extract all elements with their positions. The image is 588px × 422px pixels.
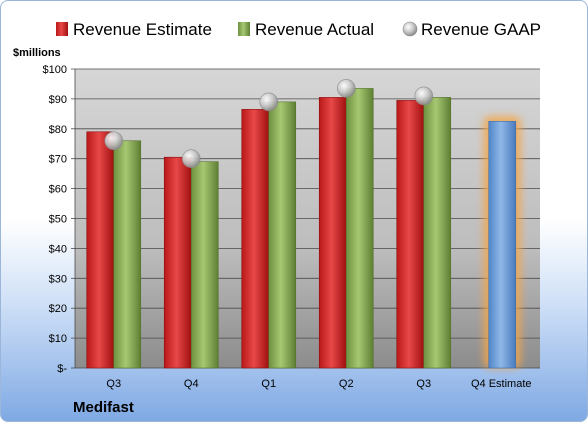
company-name: Medifast	[73, 399, 134, 416]
y-tick-label: $30	[49, 273, 67, 285]
bar-revenue-actual	[423, 97, 452, 369]
bar-revenue-estimate	[86, 131, 115, 369]
legend-swatch-revenue-gaap	[402, 21, 418, 37]
marker-revenue-gaap	[181, 149, 201, 168]
x-tick-label: Q3	[106, 378, 121, 390]
y-tick-label: $20	[49, 303, 67, 315]
bars	[86, 88, 521, 369]
x-tick-label: Q3	[416, 378, 431, 390]
legend: Revenue Estimate Revenue Actual Revenue GA…	[56, 20, 541, 39]
marker-revenue-gaap	[259, 92, 279, 112]
legend-label: Revenue GAAP	[421, 20, 541, 39]
bar-revenue-estimate	[396, 100, 425, 369]
y-axis-ticks: $- $10 $20 $30 $40 $50 $60 $70 $80 $90 $100	[43, 64, 68, 375]
bar-revenue-estimate	[241, 109, 270, 369]
marker-revenue-gaap	[336, 79, 356, 98]
marker-revenue-gaap	[414, 86, 434, 106]
legend-label: Revenue Estimate	[73, 20, 212, 39]
bar-revenue-actual	[345, 88, 374, 369]
bar-revenue-actual	[268, 101, 297, 369]
y-tick-label: $70	[49, 154, 67, 166]
legend-label: Revenue Actual	[255, 20, 374, 39]
y-tick-label: $10	[49, 333, 67, 345]
bar-revenue-actual	[190, 161, 219, 369]
x-tick-label: Q4	[184, 378, 199, 390]
x-tick-label: Q2	[339, 378, 354, 390]
y-tick-label: $60	[49, 184, 67, 196]
y-tick-label: $-	[57, 363, 67, 375]
gaap-markers	[104, 79, 434, 168]
y-tick-label: $50	[49, 214, 67, 226]
marker-revenue-gaap	[104, 131, 124, 151]
y-tick-label: $90	[49, 94, 67, 106]
y-tick-label: $80	[49, 124, 67, 136]
legend-swatch	[56, 22, 68, 36]
x-tick-label: Q4 Estimate	[471, 378, 532, 390]
y-tick-label: $40	[49, 243, 67, 255]
bar-revenue-estimate	[318, 97, 347, 369]
y-tick-label: $100	[43, 64, 67, 76]
bar-revenue-estimate	[163, 156, 192, 369]
x-axis-ticks: Q3 Q4 Q1 Q2 Q3 Q4 Estimate	[106, 378, 531, 390]
bar-revenue-actual	[113, 140, 142, 369]
x-tick-label: Q1	[261, 378, 276, 390]
bar-revenue-estimate-forecast	[488, 121, 517, 369]
units-label: $millions	[13, 47, 61, 59]
gridlines	[71, 68, 540, 369]
legend-swatch	[238, 22, 250, 36]
